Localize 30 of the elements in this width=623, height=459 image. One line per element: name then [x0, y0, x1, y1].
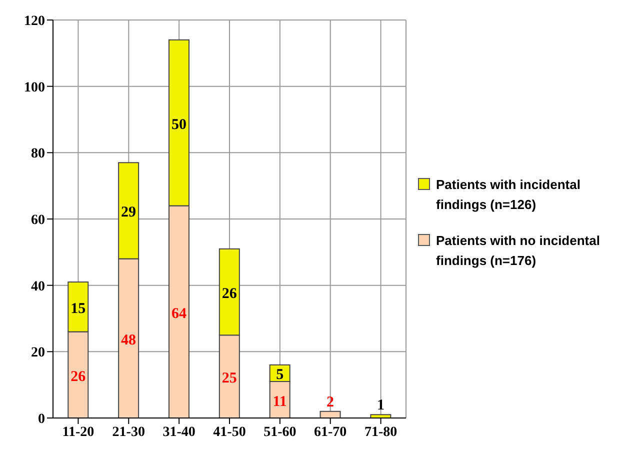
data-label: 1	[376, 398, 384, 414]
data-label: 29	[121, 204, 136, 221]
y-tick-label: 60	[31, 212, 45, 228]
data-label: 26	[70, 368, 86, 385]
data-label: 25	[222, 370, 237, 387]
x-tick-label: 51-60	[264, 424, 296, 440]
x-tick-label: 41-50	[213, 424, 246, 440]
legend-label: Patients with incidental findings (n=126)	[436, 176, 582, 214]
y-tick-label: 40	[31, 279, 45, 294]
y-tick-label: 0	[38, 412, 45, 427]
bar	[370, 414, 392, 418]
data-label: 26	[222, 286, 238, 302]
data-label: 64	[171, 306, 187, 322]
y-tick-label: 120	[24, 14, 45, 29]
x-tick-label: 71-80	[364, 424, 398, 440]
data-label: 2	[326, 394, 334, 410]
bar	[320, 410, 341, 418]
y-tick-label: 80	[31, 146, 45, 162]
legend-label: Patients with no incidental findings (n=176)	[436, 232, 601, 270]
x-tick-label: 11-20	[62, 424, 94, 440]
data-label: 15	[70, 300, 86, 317]
data-label: 11	[272, 394, 287, 410]
x-tick-label: 31-40	[162, 424, 196, 440]
x-tick-label: 21-30	[112, 424, 145, 440]
x-tick-label: 61-70	[314, 424, 347, 440]
y-tick-label: 100	[24, 80, 45, 96]
y-tick-label: 20	[31, 346, 45, 361]
data-label: 48	[121, 332, 136, 348]
data-label: 50	[171, 116, 186, 133]
data-label: 5	[276, 367, 284, 384]
